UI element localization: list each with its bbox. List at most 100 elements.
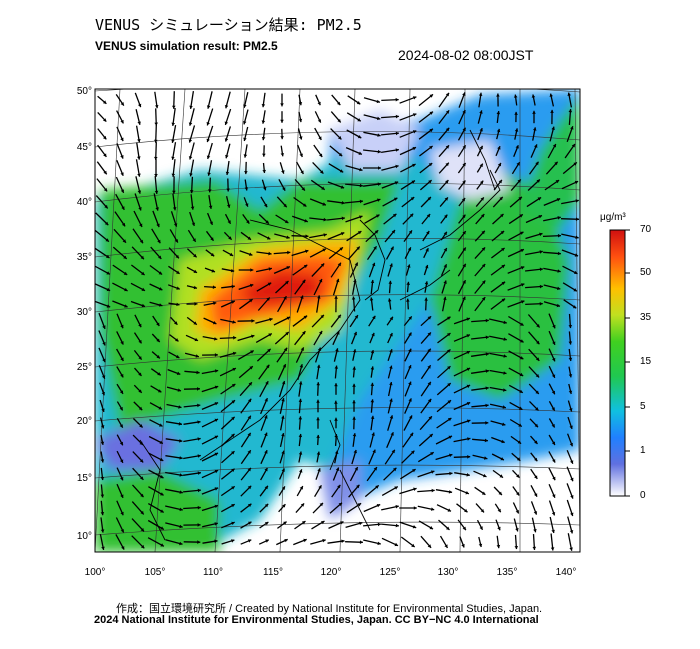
wind-arrow-head xyxy=(206,105,211,109)
wind-arrow-head xyxy=(224,121,229,125)
wind-arrow xyxy=(453,350,471,360)
wind-arrow xyxy=(542,234,562,238)
wind-arrow-head xyxy=(158,255,162,259)
wind-arrow-head xyxy=(498,179,502,184)
wind-arrow-head xyxy=(479,145,483,150)
wind-arrow-head xyxy=(478,92,483,96)
wind-arrow-head xyxy=(159,423,163,427)
wind-arrow-head xyxy=(462,110,466,114)
wind-arrow-head xyxy=(411,450,415,455)
wind-arrow-head xyxy=(390,246,394,251)
wind-arrow-head xyxy=(443,296,447,301)
wind-arrow-head xyxy=(264,398,268,402)
wind-arrow-head xyxy=(298,398,303,402)
wind-arrow xyxy=(171,142,177,160)
wind-arrow-head xyxy=(120,494,124,498)
wind-arrow-head xyxy=(568,109,573,113)
wind-arrow xyxy=(183,472,201,476)
lon-label-100: 100° xyxy=(84,567,106,578)
wind-arrow-head xyxy=(426,214,431,218)
wind-arrow-head xyxy=(447,366,451,370)
wind-arrow-head xyxy=(156,322,160,326)
wind-arrow-head xyxy=(138,389,142,393)
wind-arrow-head xyxy=(359,215,363,219)
wind-arrow-head xyxy=(195,354,199,358)
wind-arrow-head xyxy=(282,187,286,191)
wind-arrow-head xyxy=(371,262,376,267)
wind-arrow-head xyxy=(556,198,561,202)
wind-arrow-head xyxy=(283,521,287,525)
wind-arrow-head xyxy=(479,128,483,132)
wind-arrow-head xyxy=(337,119,341,123)
wind-arrow-head xyxy=(249,299,253,303)
wind-arrow-head xyxy=(154,174,158,177)
wind-arrow-head xyxy=(102,325,106,329)
wind-arrow-head xyxy=(120,119,124,124)
wind-arrow-head xyxy=(498,491,502,495)
wind-arrow xyxy=(238,365,254,379)
wind-arrow-head xyxy=(467,455,471,459)
wind-arrow-head xyxy=(539,250,543,254)
wind-arrow-head xyxy=(574,270,578,274)
wind-arrow xyxy=(363,183,381,187)
wind-arrow xyxy=(561,199,579,205)
wind-arrow-head xyxy=(353,279,357,283)
wind-arrow-head xyxy=(158,271,163,275)
lon-label-120: 120° xyxy=(320,567,342,578)
wind-arrow-head xyxy=(497,526,501,531)
wind-arrow-head xyxy=(393,467,397,472)
wind-arrow-head xyxy=(499,196,503,201)
wind-arrow-head xyxy=(305,234,309,238)
wind-arrow-head xyxy=(281,468,285,472)
wind-arrow-head xyxy=(481,264,486,268)
wind-arrow-head xyxy=(157,239,161,244)
wind-arrow-head xyxy=(103,100,107,104)
wind-arrow-head xyxy=(389,263,393,267)
wind-arrow-head xyxy=(341,201,345,205)
wind-arrow-head xyxy=(428,180,432,184)
wind-arrow-head xyxy=(409,415,413,419)
wind-arrow-head xyxy=(357,118,361,122)
wind-arrow-head xyxy=(261,104,266,108)
wind-arrow-head xyxy=(425,248,429,252)
wind-arrow-head xyxy=(231,300,235,304)
wind-arrow-head xyxy=(551,126,555,130)
wind-arrow xyxy=(525,268,543,272)
wind-arrow xyxy=(183,454,201,460)
wind-arrow-head xyxy=(247,467,251,472)
wind-arrow-head xyxy=(244,187,249,191)
wind-arrow-head xyxy=(431,488,435,493)
wind-arrow-head xyxy=(119,441,123,446)
wind-arrow-head xyxy=(389,349,393,353)
wind-arrow-head xyxy=(466,473,470,477)
wind-arrow-head xyxy=(521,300,525,304)
wind-arrow-head xyxy=(160,509,164,513)
wind-arrow-head xyxy=(231,416,235,421)
wind-arrow-head xyxy=(298,381,303,385)
wind-arrow-head xyxy=(246,220,250,224)
wind-arrow-head xyxy=(467,437,471,441)
wind-arrow xyxy=(154,176,158,194)
wind-arrow-head xyxy=(249,283,254,288)
wind-arrow-head xyxy=(465,491,469,495)
wind-arrow-head xyxy=(171,139,175,143)
wind-arrow xyxy=(363,523,381,527)
wind-arrow-head xyxy=(444,214,448,219)
wind-arrow-head xyxy=(501,248,505,252)
wind-arrow-head xyxy=(443,264,447,268)
wind-arrow-head xyxy=(155,105,159,109)
wind-arrow-head xyxy=(485,335,489,340)
wind-arrow-head xyxy=(406,298,410,302)
wind-arrow-head xyxy=(319,330,323,335)
wind-arrow-head xyxy=(197,454,201,458)
wind-arrow-head xyxy=(431,470,435,474)
wind-arrow-head xyxy=(119,406,123,411)
wind-arrow-head xyxy=(536,179,540,183)
wind-arrow-head xyxy=(556,303,560,308)
wind-arrow-head xyxy=(395,164,399,169)
wind-arrow-head xyxy=(539,302,543,306)
wind-arrow-head xyxy=(197,505,201,510)
wind-arrow-head xyxy=(137,173,141,177)
wind-arrow-head xyxy=(247,236,251,240)
wind-arrow-head xyxy=(341,216,345,221)
